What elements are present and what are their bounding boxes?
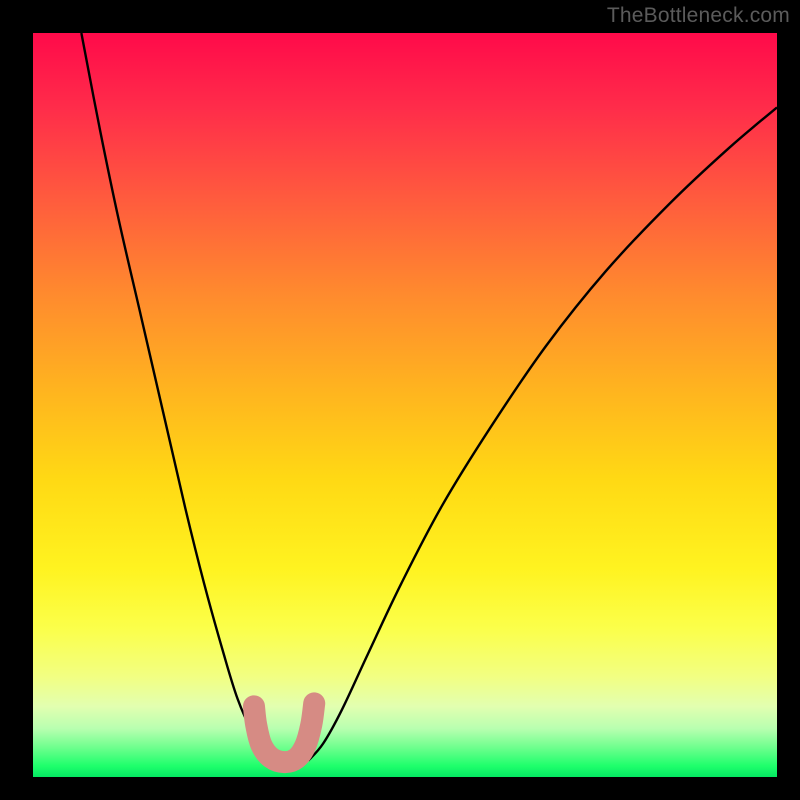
optimal-range-marker — [33, 33, 777, 777]
optimal-marker-path — [254, 703, 314, 762]
watermark-text: TheBottleneck.com — [607, 4, 790, 28]
plot-area — [33, 33, 777, 777]
